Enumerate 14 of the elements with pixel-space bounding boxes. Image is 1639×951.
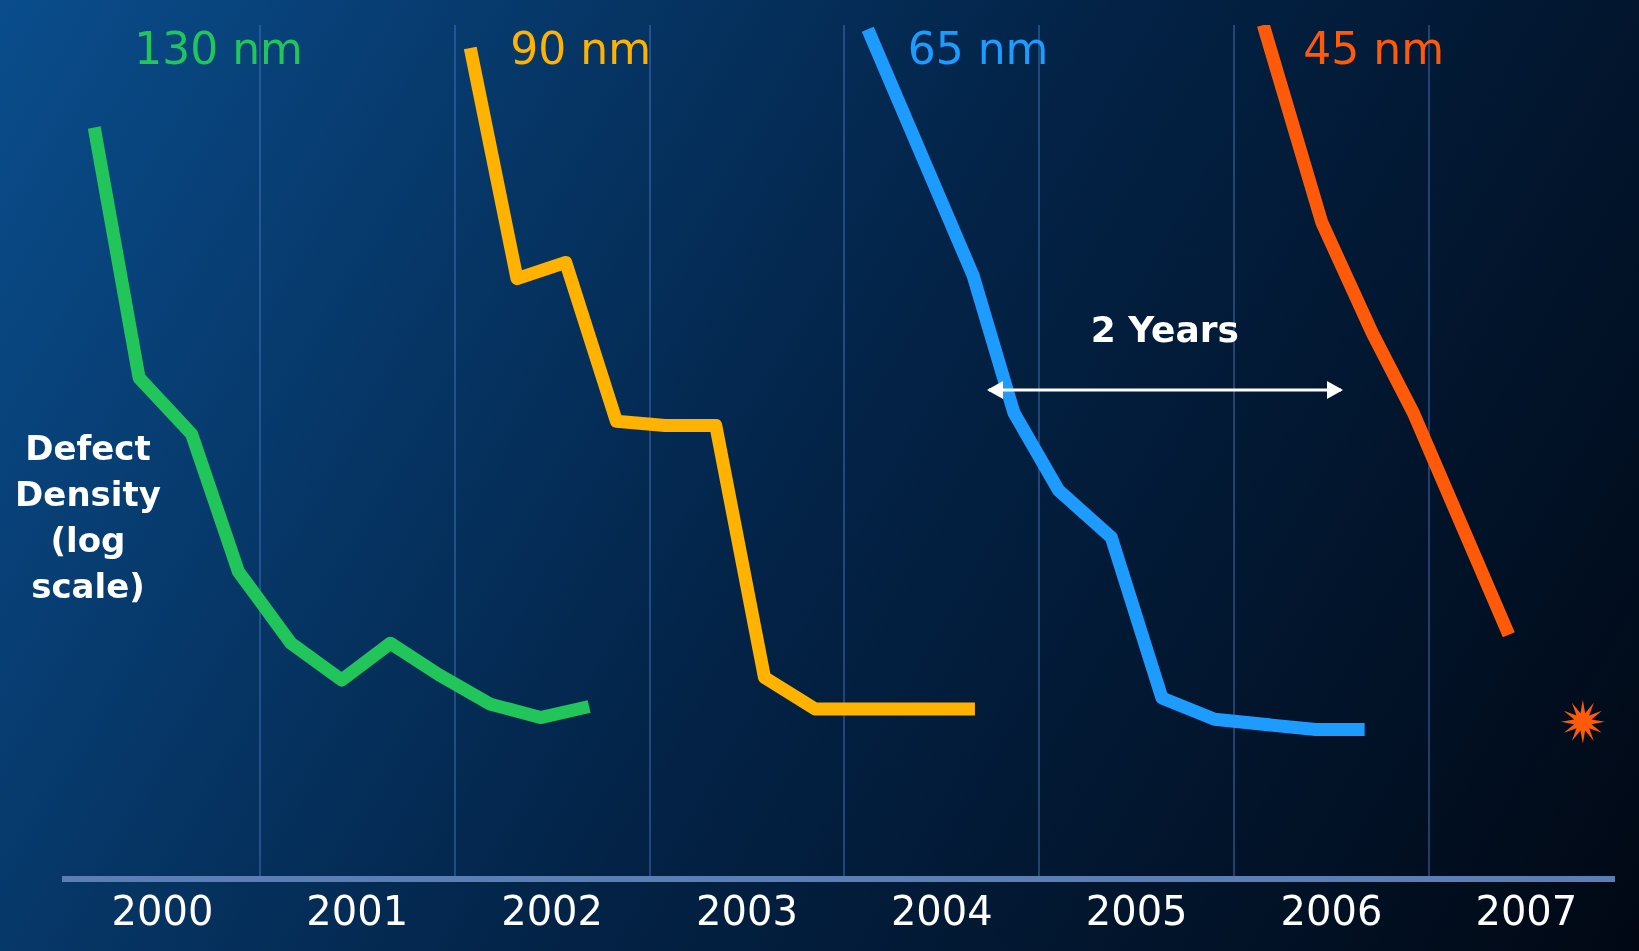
x-tick-label: 2002	[501, 888, 604, 935]
x-tick-label: 2003	[696, 888, 798, 935]
x-tick-label: 2006	[1280, 888, 1383, 935]
x-tick-label: 2000	[111, 888, 214, 935]
series-label: 90 nm	[510, 23, 652, 75]
series-label: 130 nm	[134, 23, 303, 75]
series-label: 65 nm	[907, 23, 1049, 75]
y-axis-title: Defect Density (log scale)	[14, 426, 162, 608]
annotation: 2 Years	[1090, 308, 1239, 350]
x-tick-label: 2007	[1475, 888, 1578, 935]
x-tick-label: 2001	[306, 888, 409, 935]
series-label: 45 nm	[1303, 23, 1445, 75]
x-tick-label: 2005	[1085, 888, 1188, 935]
x-tick-label: 2004	[890, 888, 993, 935]
